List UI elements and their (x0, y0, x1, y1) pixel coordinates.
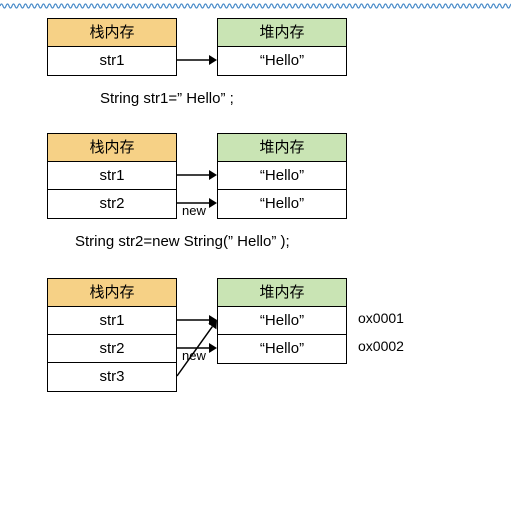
section-0: 栈内存str1 堆内存“Hello” String str1=” Hello” ; (0, 18, 511, 115)
stack-cell: str1 (48, 47, 176, 75)
stack-header: 栈内存 (48, 19, 176, 47)
heap-header: 堆内存 (218, 279, 346, 307)
stack-header: 栈内存 (48, 279, 176, 307)
heap-cell: “Hello” (218, 162, 346, 190)
section-1: 栈内存str1str2堆内存“Hello”“Hello”newString st… (0, 133, 511, 258)
stack-cell: str2 (48, 190, 176, 218)
arrow-label: new (182, 348, 206, 363)
heap-cell: “Hello” (218, 190, 346, 218)
stack-box: 栈内存str1str2str3 (47, 278, 177, 392)
stack-cell: str1 (48, 307, 176, 335)
stack-cell: str1 (48, 162, 176, 190)
stack-cell: str2 (48, 335, 176, 363)
heap-cell: “Hello” (218, 335, 346, 363)
stack-box: 栈内存str1 (47, 18, 177, 76)
section-2: 栈内存str1str2str3堆内存“Hello”“Hello”newox000… (0, 278, 511, 390)
stack-header: 栈内存 (48, 134, 176, 162)
heap-cell: “Hello” (218, 47, 346, 75)
arrow-label: new (182, 203, 206, 218)
heap-header: 堆内存 (218, 134, 346, 162)
address-label: ox0002 (358, 338, 404, 354)
heap-box: 堆内存“Hello”“Hello” (217, 133, 347, 219)
stack-box: 栈内存str1str2 (47, 133, 177, 219)
heap-header: 堆内存 (218, 19, 346, 47)
address-label: ox0001 (358, 310, 404, 326)
heap-box: 堆内存“Hello”“Hello” (217, 278, 347, 364)
heap-box: 堆内存“Hello” (217, 18, 347, 76)
stack-cell: str3 (48, 363, 176, 391)
code-caption: String str2=new String(” Hello” ); (75, 233, 290, 250)
squiggle-underline (0, 2, 511, 10)
heap-cell: “Hello” (218, 307, 346, 335)
code-caption: String str1=” Hello” ; (100, 90, 234, 107)
